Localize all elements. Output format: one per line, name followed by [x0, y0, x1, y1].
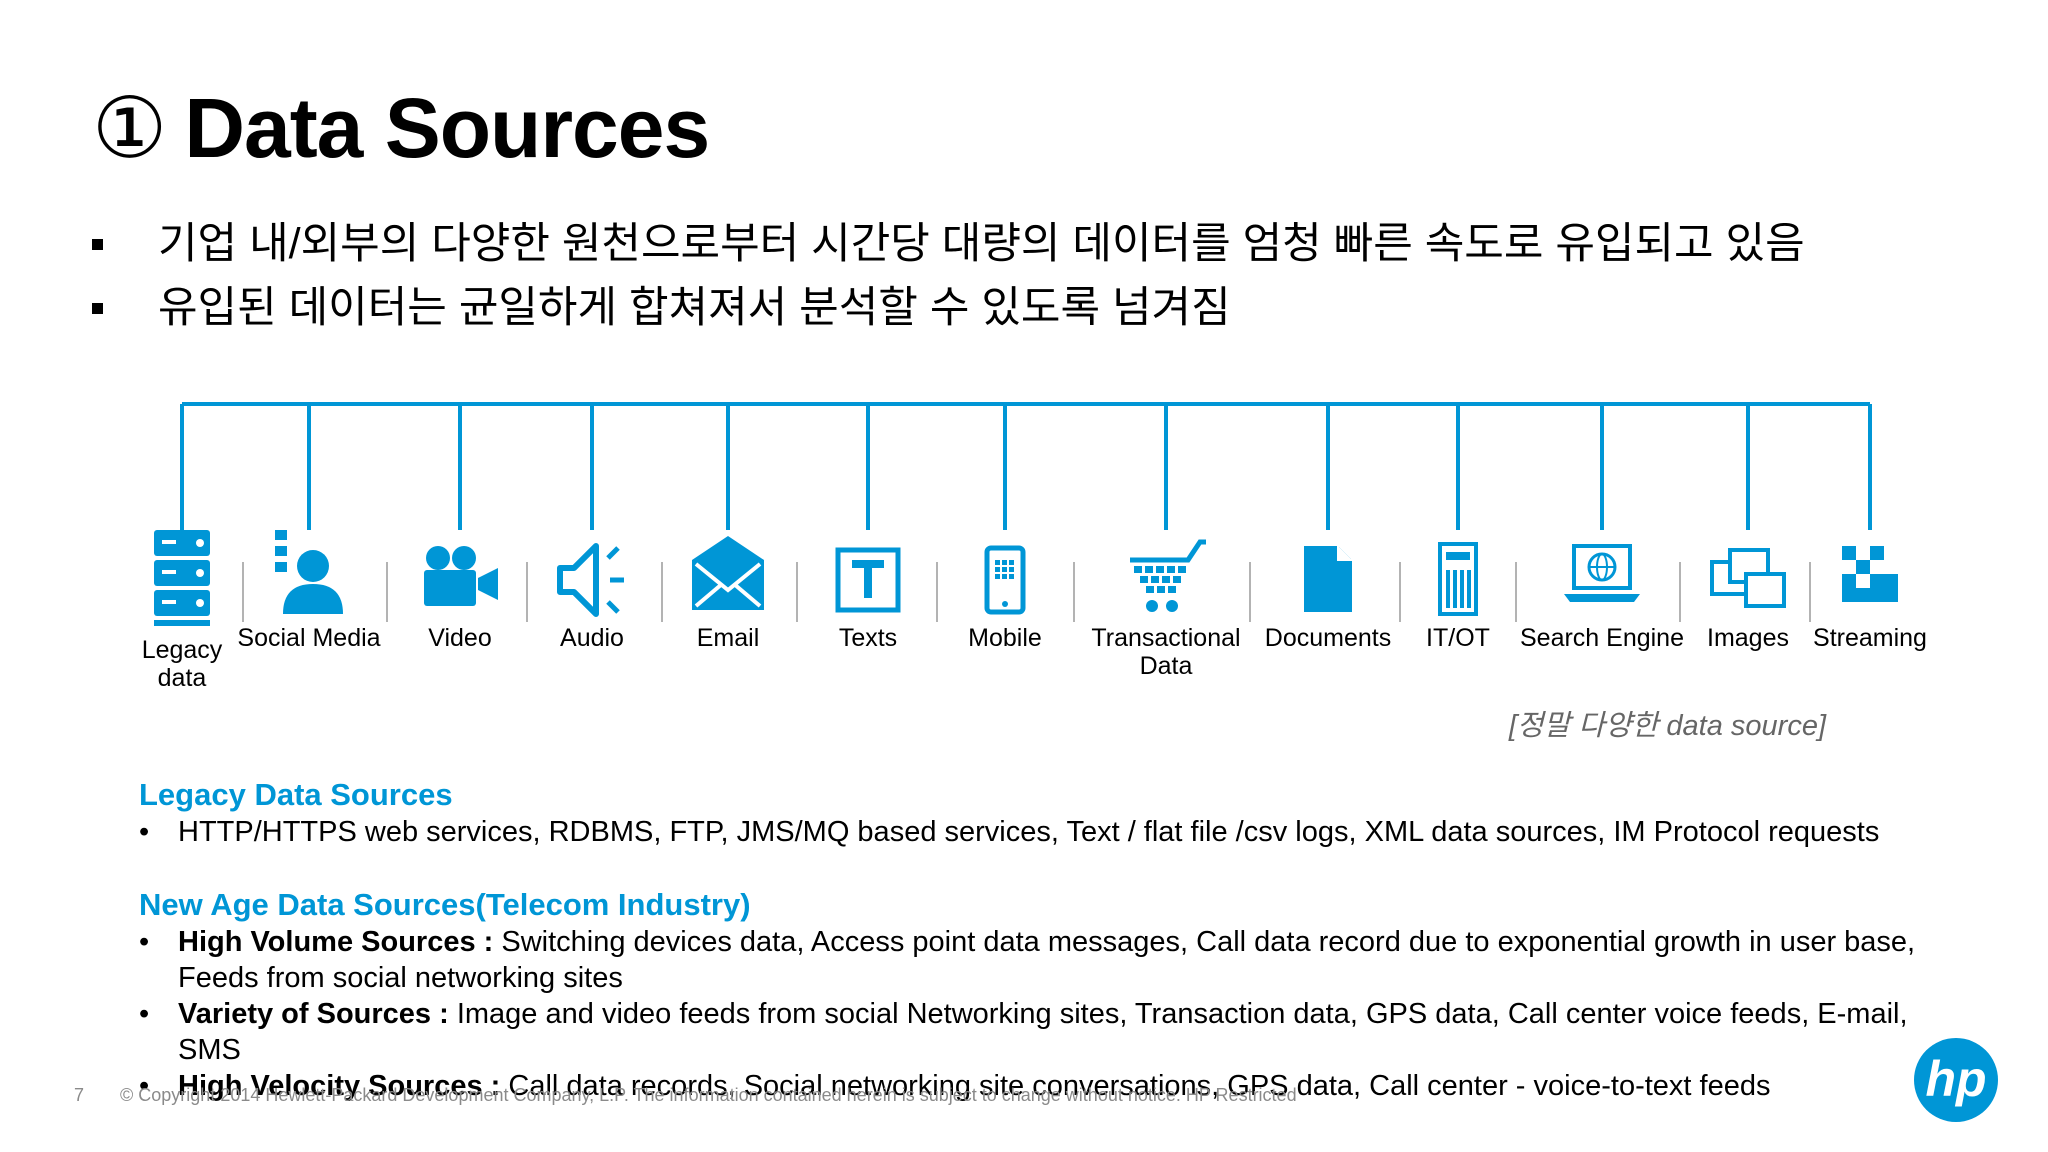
- speaker-icon: [557, 543, 624, 617]
- source-label: Social Media: [237, 624, 380, 652]
- diagram-caption: [정말 다양한 data source]: [1508, 710, 1826, 742]
- item-text: Call data records, Social networking sit…: [500, 1070, 1771, 1102]
- intro-bullet: 기업 내/외부의 다양한 원천으로부터 시간당 대량의 데이터를 엄청 빠른 속…: [92, 212, 1805, 276]
- source-label: Legacy data: [142, 636, 223, 692]
- item-label: High Velocity Sources :: [178, 1070, 501, 1102]
- envelope-icon: [692, 536, 764, 610]
- square-bullet-icon: [92, 302, 103, 314]
- document-icon: [1304, 546, 1352, 612]
- laptop-globe-icon: [1564, 544, 1640, 602]
- intro-bullet-text: 유입된 데이터는 균일하게 합쳐져서 분석할 수 있도록 넘겨짐: [158, 284, 1231, 332]
- mobile-phone-icon: [984, 545, 1026, 615]
- images-icon: [1710, 548, 1786, 608]
- footer: 7 © Copyright 2014 Hewlett-Packard Develo…: [74, 1085, 1297, 1106]
- intro-bullet-text: 기업 내/외부의 다양한 원천으로부터 시간당 대량의 데이터를 엄청 빠른 속…: [158, 220, 1805, 268]
- square-bullet-icon: [92, 238, 103, 250]
- legacy-heading: Legacy Data Sources: [139, 777, 453, 812]
- list-item: High Volume Sources : Switching devices …: [139, 924, 1929, 996]
- title-text: Data Sources: [184, 81, 710, 175]
- hp-logo: hp: [1914, 1038, 1998, 1122]
- video-camera-icon: [424, 546, 498, 606]
- source-label: Email: [697, 624, 760, 652]
- new-age-heading: New Age Data Sources(Telecom Industry): [139, 887, 751, 922]
- source-label: Search Engine: [1520, 624, 1684, 652]
- data-sources-diagram: Legacy data Social Media Video Audio Email Tex…: [142, 402, 1927, 692]
- shopping-cart-icon: [1130, 539, 1206, 612]
- legacy-list: HTTP/HTTPS web services, RDBMS, FTP, JMS…: [139, 814, 1879, 850]
- source-labels: Legacy data Social Media Video Audio Email Tex…: [142, 624, 1927, 692]
- item-label: High Volume Sources :: [178, 926, 494, 958]
- source-label: Texts: [839, 624, 897, 652]
- source-label: Streaming: [1813, 624, 1927, 652]
- server-icon: [154, 530, 210, 626]
- intro-bullet: 유입된 데이터는 균일하게 합쳐져서 분석할 수 있도록 넘겨짐: [92, 276, 1805, 340]
- source-label: Audio: [560, 624, 624, 652]
- list-item: High Velocity Sources : Call data record…: [139, 1068, 1929, 1104]
- list-item: Variety of Sources : Image and video fee…: [139, 996, 1929, 1068]
- legacy-section: Legacy Data Sources HTTP/HTTPS web servi…: [139, 776, 1879, 850]
- title-number: ①: [92, 81, 167, 175]
- intro-bullets: 기업 내/외부의 다양한 원천으로부터 시간당 대량의 데이터를 엄청 빠른 속…: [92, 212, 1805, 340]
- item-text: Image and video feeds from social Networ…: [178, 998, 1908, 1066]
- connector-lines: [180, 402, 1872, 530]
- new-age-section: New Age Data Sources(Telecom Industry) H…: [139, 886, 1929, 1104]
- source-label: Images: [1707, 624, 1789, 652]
- source-label: Mobile: [968, 624, 1042, 652]
- new-age-list: High Volume Sources : Switching devices …: [139, 924, 1929, 1104]
- person-icon: [275, 530, 343, 614]
- source-label: Video: [428, 624, 492, 652]
- source-icons: [154, 530, 1898, 626]
- slide-title: ① Data Sources: [92, 86, 710, 170]
- item-text: Switching devices data, Access point dat…: [178, 926, 1916, 994]
- source-label: Transactional Data: [1091, 624, 1240, 680]
- streaming-icon: [1842, 546, 1898, 602]
- item-label: Variety of Sources :: [178, 998, 449, 1030]
- copyright-text: © Copyright 2014 Hewlett-Packard Develop…: [120, 1085, 1297, 1105]
- text-t-icon: [835, 547, 901, 613]
- source-label: IT/OT: [1426, 624, 1490, 652]
- source-label: Documents: [1265, 624, 1391, 652]
- list-item: HTTP/HTTPS web services, RDBMS, FTP, JMS…: [139, 814, 1879, 850]
- page-number: 7: [74, 1085, 85, 1105]
- device-icon: [1438, 542, 1478, 616]
- hp-logo-text: hp: [1925, 1051, 1986, 1107]
- separators: [242, 562, 1811, 622]
